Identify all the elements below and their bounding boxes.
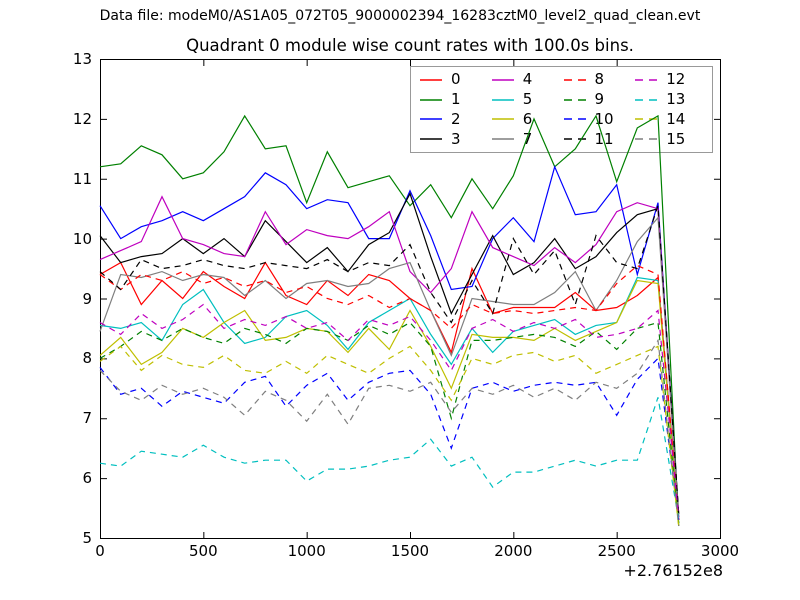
x-tick-label: 500	[189, 542, 218, 560]
legend-label-15: 15	[666, 129, 686, 148]
series-line-15	[99, 338, 680, 527]
series-line-8	[99, 264, 680, 521]
legend-entry-5: 5	[491, 90, 563, 110]
series-line-10	[99, 357, 680, 521]
legend-label-13: 13	[666, 90, 686, 109]
legend-line-sample-6	[491, 118, 514, 121]
y-tick-label: 9	[82, 289, 92, 308]
x-tick-label: 1000	[287, 542, 326, 560]
x-tick-label: 2500	[597, 542, 636, 560]
y-tick-label: 11	[72, 169, 92, 188]
legend-entry-2: 2	[419, 110, 491, 130]
legend-entry-4: 4	[491, 70, 563, 90]
legend-entry-1: 1	[419, 90, 491, 110]
y-tick-label: 6	[82, 469, 92, 488]
legend-entry-7: 7	[491, 129, 563, 149]
legend-line-sample-15	[635, 138, 658, 140]
legend-label-6: 6	[522, 109, 533, 128]
legend-line-sample-12	[635, 79, 658, 81]
series-line-7	[99, 216, 680, 518]
legend-line-sample-3	[420, 138, 442, 140]
series-line-9	[99, 321, 680, 524]
series-line-2	[99, 164, 680, 518]
legend-entry-13: 13	[634, 90, 706, 110]
series-line-4	[99, 195, 680, 521]
legend-entry-9: 9	[563, 90, 635, 110]
legend-entry-8: 8	[563, 70, 635, 90]
legend-entry-10: 10	[563, 110, 635, 130]
legend-line-sample-10	[563, 118, 586, 121]
legend-line-sample-7	[491, 138, 514, 140]
series-line-14	[99, 345, 680, 527]
axes-frame	[100, 59, 721, 539]
legend-line-sample-2	[420, 118, 442, 121]
legend-line-sample-14	[635, 118, 658, 121]
series-line-6	[99, 279, 680, 527]
legend-label-2: 2	[451, 109, 461, 128]
series-line-1	[99, 114, 680, 527]
y-tick-label: 10	[72, 229, 92, 248]
legend-label-11: 11	[594, 129, 614, 148]
x-tick-label: 1500	[390, 542, 430, 560]
x-tick-label: 3000	[700, 542, 740, 560]
y-tick-label: 5	[82, 529, 92, 547]
legend-label-12: 12	[666, 70, 686, 89]
x-axis-offset-label: +2.76152e8	[623, 561, 723, 580]
legend-entry-6: 6	[491, 110, 563, 130]
legend-line-sample-5	[491, 98, 514, 101]
legend-line-sample-4	[491, 79, 514, 81]
y-tick-label: 12	[72, 109, 92, 128]
y-tick-label: 8	[82, 349, 92, 368]
y-tick-label: 13	[72, 50, 92, 68]
legend-label-5: 5	[522, 90, 533, 109]
x-tick-label: 2000	[494, 542, 533, 560]
legend-label-10: 10	[594, 109, 614, 128]
legend-label-4: 4	[522, 70, 533, 89]
series-line-13	[99, 397, 680, 521]
legend-entry-15: 15	[634, 129, 706, 149]
legend-label-1: 1	[451, 90, 461, 109]
legend-line-sample-8	[563, 79, 586, 81]
legend-line-sample-9	[563, 98, 586, 101]
legend-entry-12: 12	[634, 70, 706, 90]
data-file-label: Data file: modeM0/AS1A05_072T05_90000023…	[99, 8, 701, 24]
series-line-5	[99, 276, 680, 524]
series-line-0	[99, 261, 680, 521]
legend-line-sample-13	[635, 98, 658, 101]
series-line-3	[99, 192, 680, 515]
series-line-12	[99, 303, 680, 518]
series-line-11	[99, 205, 680, 515]
legend-label-0: 0	[451, 70, 461, 89]
legend-line-sample-0	[420, 79, 442, 81]
legend-label-9: 9	[594, 90, 605, 109]
legend-label-8: 8	[594, 70, 605, 89]
legend-label-14: 14	[666, 109, 686, 128]
legend-entry-0: 0	[419, 70, 491, 90]
legend-label-3: 3	[451, 129, 461, 148]
x-tick-label: 0	[95, 542, 105, 560]
legend-entry-14: 14	[634, 110, 706, 130]
legend-entry-3: 3	[419, 129, 491, 149]
chart-title: Quadrant 0 module wise count rates with …	[186, 36, 634, 55]
legend: 0 1 2 3 4 5 6 7 8 9 10 11 12 13 14 15	[410, 66, 713, 153]
y-tick-label: 7	[82, 409, 92, 428]
legend-line-sample-1	[420, 98, 442, 101]
legend-label-7: 7	[522, 129, 533, 148]
